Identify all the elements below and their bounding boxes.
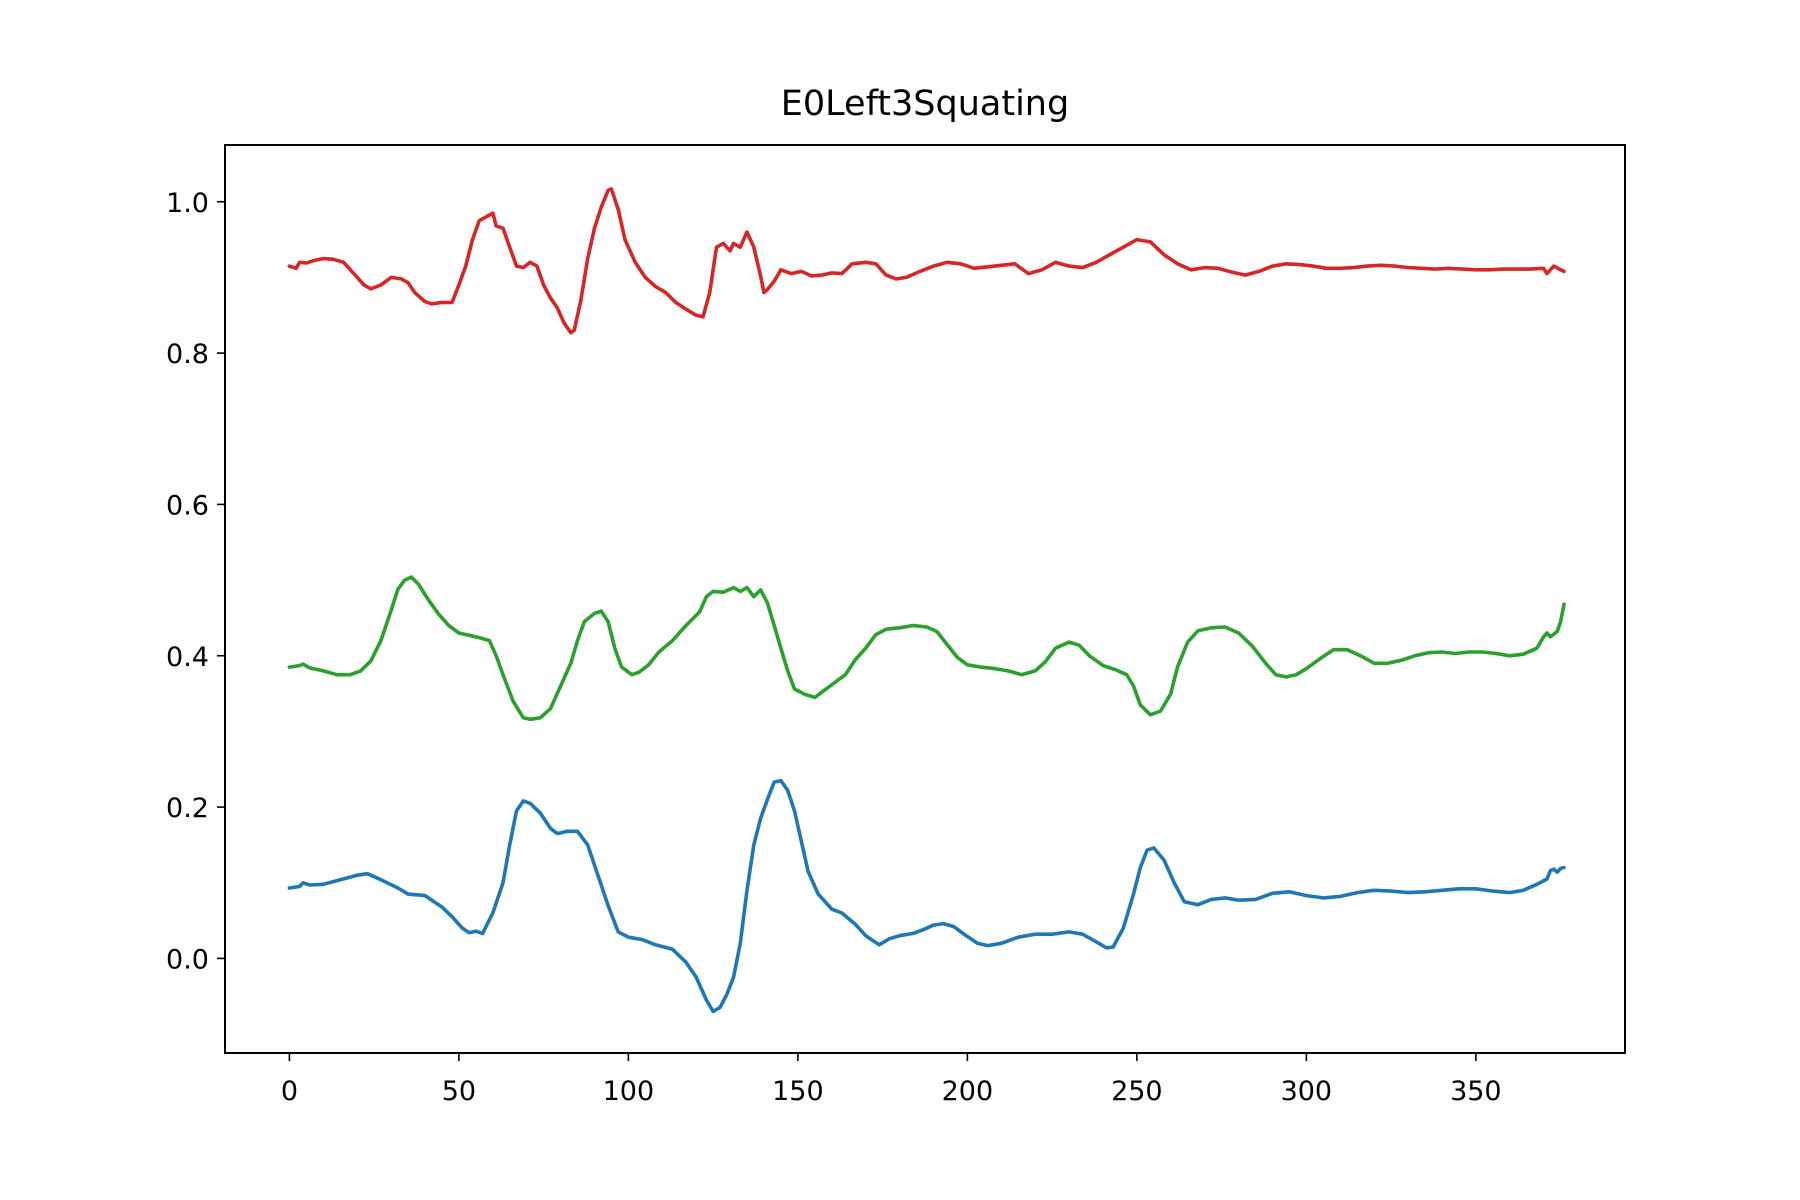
y-tick-label: 1.0	[166, 188, 209, 219]
series-line-1	[287, 778, 1566, 1014]
chart-title: E0Left3Squating	[781, 84, 1069, 124]
x-tick-label: 300	[1281, 1076, 1333, 1107]
series-layer	[287, 187, 1566, 1014]
series-line-3	[287, 187, 1566, 335]
x-tick-label: 350	[1450, 1076, 1502, 1107]
y-tick-label: 0.8	[166, 339, 209, 370]
y-tick-label: 0.4	[166, 642, 209, 673]
y-tick-label: 0.6	[166, 490, 209, 521]
series-line-2	[287, 575, 1566, 722]
x-tick-label: 200	[942, 1076, 994, 1107]
y-tick-label: 0.2	[166, 793, 209, 824]
y-tick-label: 0.0	[166, 944, 209, 975]
x-tick-label: 0	[281, 1076, 298, 1107]
x-tick-label: 150	[772, 1076, 824, 1107]
x-tick-label: 100	[603, 1076, 655, 1107]
x-tick-label: 50	[442, 1076, 476, 1107]
plot-area-frame	[224, 144, 1626, 1054]
y-axis: 0.0 0.2 0.4 0.6 0.8 1.0	[166, 188, 225, 975]
x-axis: 0 50 100 150 200 250 300 350	[281, 1053, 1502, 1107]
x-tick-label: 250	[1111, 1076, 1163, 1107]
